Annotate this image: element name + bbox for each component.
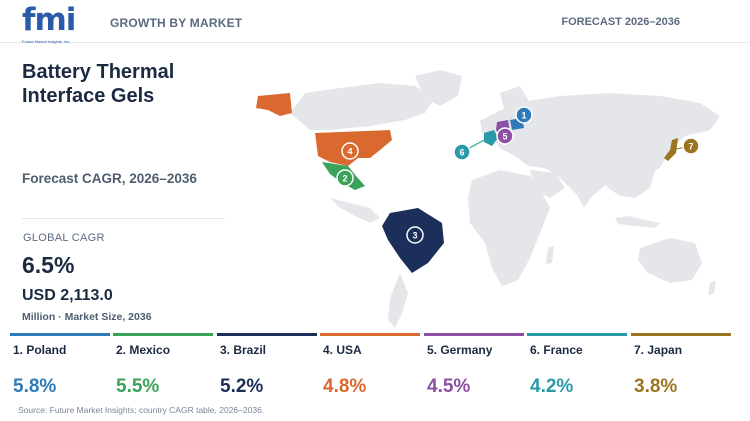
country-shape-alaska bbox=[256, 93, 292, 116]
marker-label-poland: 1 bbox=[521, 111, 526, 121]
country-card-japan[interactable]: 7. Japan 3.8% bbox=[631, 333, 731, 403]
card-accent-bar bbox=[113, 333, 213, 336]
marker-brazil[interactable]: 3 bbox=[406, 226, 424, 244]
card-accent-bar bbox=[527, 333, 627, 336]
forecast-period: FORECAST 2026–2036 bbox=[561, 16, 680, 28]
header-bar: fmi Future Market Insights, Inc. GROWTH … bbox=[0, 0, 750, 44]
country-card-brazil[interactable]: 3. Brazil 5.2% bbox=[217, 333, 317, 403]
country-card-france[interactable]: 6. France 4.2% bbox=[527, 333, 627, 403]
marker-germany[interactable]: 5 bbox=[496, 127, 514, 145]
card-country-name: 5. Germany bbox=[427, 343, 493, 357]
card-accent-bar bbox=[320, 333, 420, 336]
marker-usa[interactable]: 4 bbox=[341, 142, 359, 160]
global-cagr-label: GLOBAL CAGR bbox=[23, 232, 105, 244]
marker-label-mexico: 2 bbox=[342, 174, 347, 184]
marker-label-germany: 5 bbox=[502, 132, 507, 142]
marker-label-brazil: 3 bbox=[412, 231, 417, 241]
card-accent-bar bbox=[424, 333, 524, 336]
market-size-value: USD 2,113.0 bbox=[22, 287, 113, 304]
card-cagr-value: 4.2% bbox=[530, 376, 574, 397]
market-size-label: Million · Market Size, 2036 bbox=[22, 311, 152, 323]
marker-mexico[interactable]: 2 bbox=[336, 169, 354, 187]
country-shape-france bbox=[484, 130, 498, 146]
world-map: 1 2 3 4 5 6 7 bbox=[256, 70, 720, 328]
section-title: GROWTH BY MARKET bbox=[110, 16, 243, 30]
marker-japan[interactable]: 7 bbox=[682, 137, 700, 155]
country-shape-japan bbox=[664, 138, 678, 161]
logo-text: fmi bbox=[22, 2, 76, 38]
marker-label-usa: 4 bbox=[347, 147, 352, 157]
page-title: Battery Thermal Interface Gels bbox=[22, 61, 175, 107]
country-card-poland[interactable]: 1. Poland 5.8% bbox=[10, 333, 110, 403]
card-cagr-value: 5.8% bbox=[13, 376, 57, 397]
forecast-cagr-label: Forecast CAGR, 2026–2036 bbox=[22, 171, 197, 186]
map-land bbox=[290, 70, 720, 328]
country-cards: 1. Poland 5.8% 2. Mexico 5.5% 3. Brazil … bbox=[10, 333, 740, 403]
country-card-usa[interactable]: 4. USA 4.8% bbox=[320, 333, 420, 403]
fmi-logo[interactable]: fmi Future Market Insights, Inc. bbox=[22, 2, 92, 44]
card-accent-bar bbox=[631, 333, 731, 336]
card-country-name: 6. France bbox=[530, 343, 583, 357]
logo-tagline: Future Market Insights, Inc. bbox=[22, 39, 71, 44]
card-cagr-value: 3.8% bbox=[634, 376, 678, 397]
global-cagr-value: 6.5% bbox=[22, 252, 75, 278]
card-accent-bar bbox=[217, 333, 317, 336]
marker-label-japan: 7 bbox=[688, 142, 693, 152]
marker-label-france: 6 bbox=[459, 148, 464, 158]
card-country-name: 7. Japan bbox=[634, 343, 683, 357]
card-country-name: 2. Mexico bbox=[116, 343, 171, 357]
card-country-name: 3. Brazil bbox=[220, 343, 267, 357]
card-country-name: 1. Poland bbox=[13, 343, 67, 357]
card-cagr-value: 4.5% bbox=[427, 376, 471, 397]
country-card-mexico[interactable]: 2. Mexico 5.5% bbox=[113, 333, 213, 403]
marker-france[interactable]: 6 bbox=[453, 143, 471, 161]
card-cagr-value: 4.8% bbox=[323, 376, 367, 397]
card-country-name: 4. USA bbox=[323, 343, 362, 357]
country-card-germany[interactable]: 5. Germany 4.5% bbox=[424, 333, 524, 403]
divider bbox=[22, 218, 225, 219]
card-cagr-value: 5.2% bbox=[220, 376, 264, 397]
marker-poland[interactable]: 1 bbox=[515, 106, 533, 124]
source-note: Source: Future Market Insights; country … bbox=[18, 405, 265, 415]
card-accent-bar bbox=[10, 333, 110, 336]
card-cagr-value: 5.5% bbox=[116, 376, 160, 397]
